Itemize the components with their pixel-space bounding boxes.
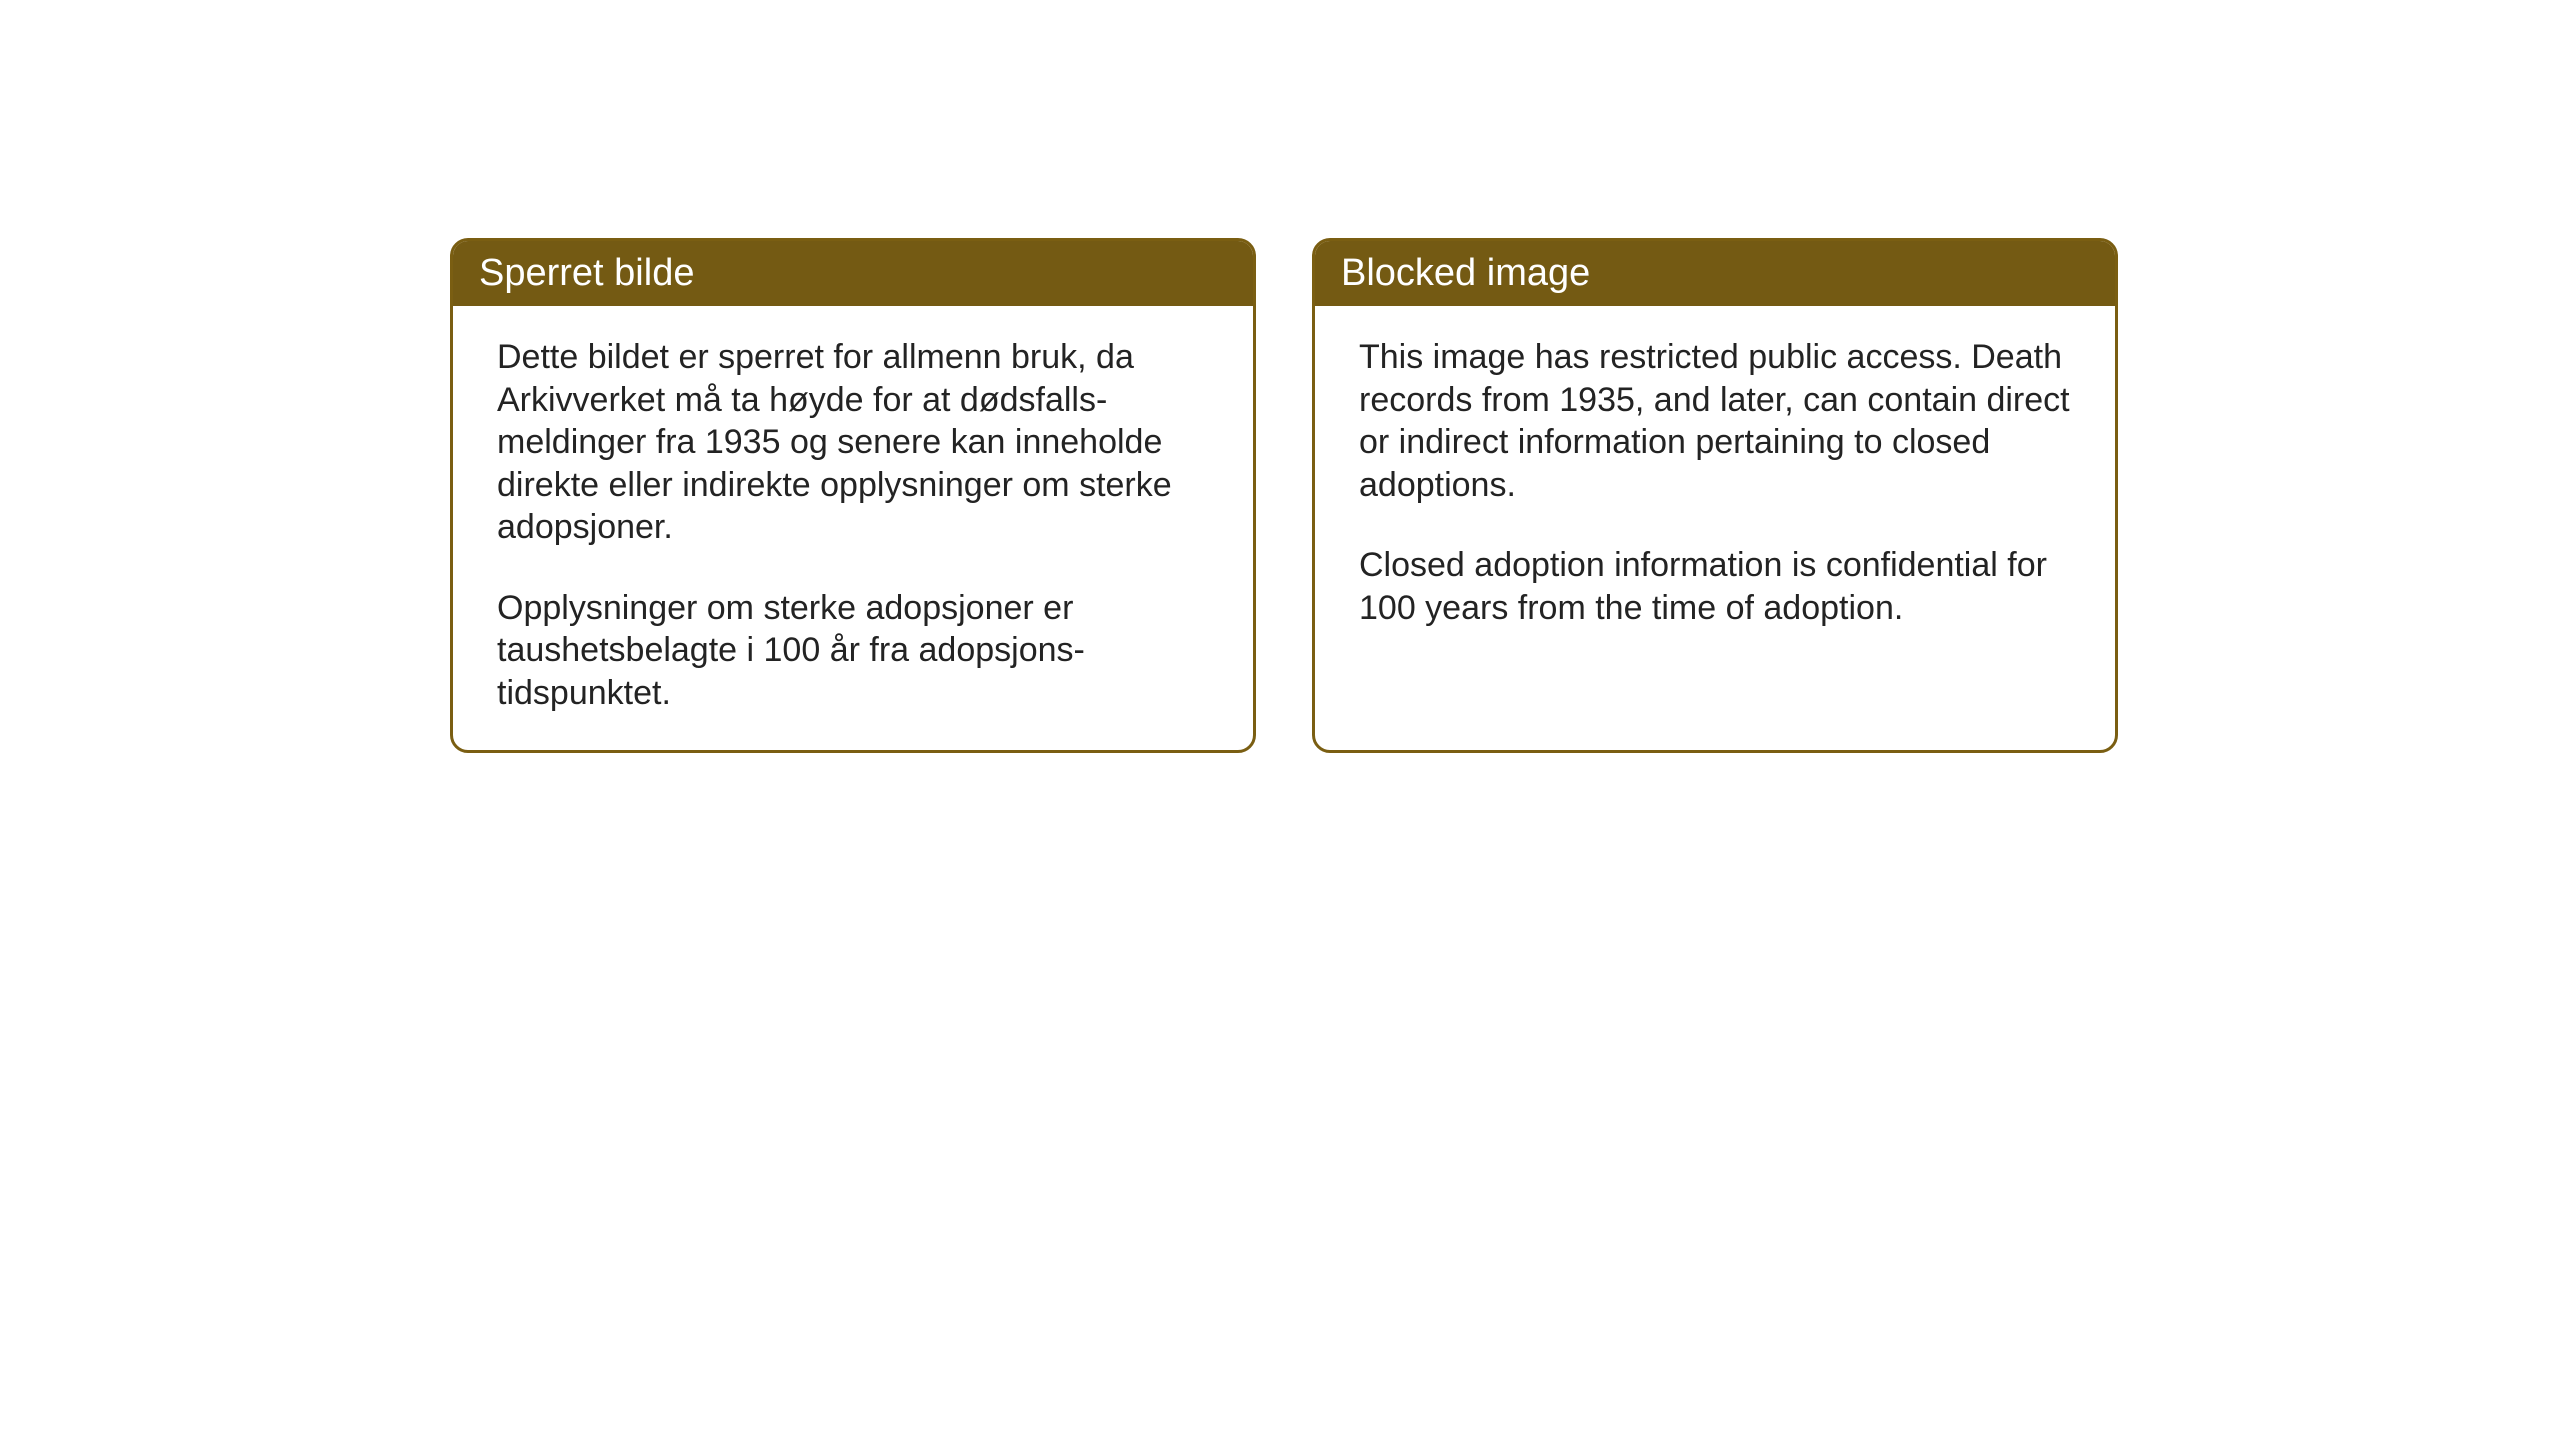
- card-paragraph-2-norwegian: Opplysninger om sterke adopsjoner er tau…: [497, 587, 1209, 715]
- card-body-english: This image has restricted public access.…: [1315, 306, 2115, 734]
- notice-card-norwegian: Sperret bilde Dette bildet er sperret fo…: [450, 238, 1256, 753]
- cards-container: Sperret bilde Dette bildet er sperret fo…: [0, 0, 2560, 753]
- card-title-norwegian: Sperret bilde: [479, 252, 694, 294]
- notice-card-english: Blocked image This image has restricted …: [1312, 238, 2118, 753]
- card-header-english: Blocked image: [1315, 241, 2115, 306]
- card-header-norwegian: Sperret bilde: [453, 241, 1253, 306]
- card-title-english: Blocked image: [1341, 252, 1590, 294]
- card-paragraph-1-norwegian: Dette bildet er sperret for allmenn bruk…: [497, 336, 1209, 549]
- card-paragraph-2-english: Closed adoption information is confident…: [1359, 544, 2071, 629]
- card-body-norwegian: Dette bildet er sperret for allmenn bruk…: [453, 306, 1253, 750]
- card-paragraph-1-english: This image has restricted public access.…: [1359, 336, 2071, 506]
